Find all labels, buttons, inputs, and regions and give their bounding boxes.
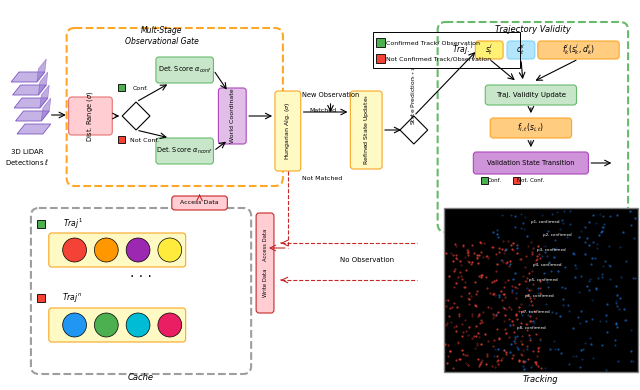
Polygon shape	[122, 102, 150, 130]
Bar	[376, 54, 385, 63]
Polygon shape	[11, 72, 45, 82]
Text: $s_t^i$: $s_t^i$	[485, 43, 493, 57]
Text: Confirmed Track/ Observation: Confirmed Track/ Observation	[386, 41, 480, 46]
Text: Access Data: Access Data	[262, 229, 268, 261]
Polygon shape	[38, 72, 48, 95]
Bar	[37, 220, 45, 228]
Text: Hungarian Alg. ($\sigma$): Hungarian Alg. ($\sigma$)	[284, 102, 292, 160]
Polygon shape	[40, 85, 49, 108]
Text: Det. Score $\alpha_{conf}$: Det. Score $\alpha_{conf}$	[158, 65, 212, 75]
Text: p1, confirmed: p1, confirmed	[531, 220, 559, 224]
FancyBboxPatch shape	[474, 152, 588, 174]
Bar	[118, 136, 125, 143]
Bar	[444, 208, 638, 372]
Circle shape	[158, 238, 182, 262]
Text: Mult-Stage
Observational Gate: Mult-Stage Observational Gate	[125, 26, 199, 46]
Text: No Observation: No Observation	[340, 257, 394, 263]
Text: Conf.: Conf.	[133, 85, 149, 90]
Bar	[118, 84, 125, 91]
Text: p7, confirmed: p7, confirmed	[521, 310, 550, 314]
Circle shape	[95, 238, 118, 262]
Polygon shape	[13, 85, 46, 95]
Text: p8, confirmed: p8, confirmed	[517, 326, 546, 330]
Text: Tracking: Tracking	[523, 374, 559, 383]
Text: Traj. Validity Update: Traj. Validity Update	[496, 92, 566, 98]
Text: 3D LiDAR
Detections $\ell$: 3D LiDAR Detections $\ell$	[4, 149, 49, 167]
Text: Not Confirmed Track/Observation: Not Confirmed Track/Observation	[386, 57, 491, 62]
Polygon shape	[14, 98, 48, 108]
Text: $Traj.^i$: $Traj.^i$	[452, 43, 474, 57]
Text: Det. Score $\alpha_{nconf}$: Det. Score $\alpha_{nconf}$	[156, 146, 213, 156]
FancyBboxPatch shape	[68, 97, 112, 135]
Text: $f_{i,t}(s_{i,t})$: $f_{i,t}(s_{i,t})$	[517, 122, 545, 134]
Text: World Coordinate: World Coordinate	[230, 89, 235, 143]
Text: $Traj^n$: $Traj^n$	[63, 291, 83, 305]
Text: Validation State Transition: Validation State Transition	[487, 160, 575, 166]
Polygon shape	[42, 98, 51, 121]
FancyBboxPatch shape	[256, 213, 274, 313]
Text: Cache: Cache	[128, 372, 154, 381]
Text: p3, confirmed: p3, confirmed	[537, 248, 566, 252]
Polygon shape	[37, 59, 46, 82]
Text: p5, confirmed: p5, confirmed	[529, 278, 557, 282]
Circle shape	[63, 313, 86, 337]
FancyBboxPatch shape	[49, 233, 186, 267]
Text: Not. Conf.: Not. Conf.	[517, 179, 545, 184]
Text: State Prediction$_{t+1}$: State Prediction$_{t+1}$	[410, 67, 419, 126]
Text: New Observation: New Observation	[302, 92, 359, 98]
FancyBboxPatch shape	[350, 91, 382, 169]
Polygon shape	[15, 111, 49, 121]
Text: Write Data: Write Data	[262, 269, 268, 297]
Circle shape	[158, 313, 182, 337]
FancyBboxPatch shape	[490, 118, 572, 138]
Text: p4, confirmed: p4, confirmed	[533, 263, 561, 267]
Text: Trajectory Validity: Trajectory Validity	[495, 25, 571, 34]
Text: Not Conf.: Not Conf.	[129, 138, 159, 142]
FancyBboxPatch shape	[507, 41, 535, 59]
Bar	[513, 177, 520, 184]
Circle shape	[126, 238, 150, 262]
Polygon shape	[17, 124, 51, 134]
Text: Not Matched: Not Matched	[303, 176, 342, 181]
Text: p6, confirmed: p6, confirmed	[525, 294, 554, 298]
FancyBboxPatch shape	[49, 308, 186, 342]
Text: Access Data: Access Data	[180, 200, 219, 206]
FancyBboxPatch shape	[156, 57, 214, 83]
Text: Matched: Matched	[309, 108, 336, 112]
Circle shape	[95, 313, 118, 337]
Text: Refined State Update$_t$: Refined State Update$_t$	[362, 94, 371, 165]
FancyBboxPatch shape	[476, 41, 503, 59]
Bar	[37, 294, 45, 302]
Text: Conf.: Conf.	[488, 179, 502, 184]
Bar	[481, 177, 488, 184]
Circle shape	[63, 238, 86, 262]
FancyBboxPatch shape	[275, 91, 301, 171]
Text: $Traj^1$: $Traj^1$	[63, 217, 83, 231]
Text: $f_k^i(s_k^i, d_k^i)$: $f_k^i(s_k^i, d_k^i)$	[562, 43, 595, 57]
Circle shape	[126, 313, 150, 337]
Text: · · ·: · · ·	[130, 270, 152, 284]
Bar	[373, 32, 520, 68]
Bar	[376, 38, 385, 47]
Polygon shape	[400, 116, 428, 144]
Text: Dist. Range ($\sigma$): Dist. Range ($\sigma$)	[86, 90, 95, 142]
Text: $d_t^i$: $d_t^i$	[516, 43, 525, 57]
FancyBboxPatch shape	[218, 88, 246, 144]
FancyBboxPatch shape	[156, 138, 214, 164]
FancyBboxPatch shape	[485, 85, 577, 105]
Text: p2, confirmed: p2, confirmed	[543, 233, 572, 237]
FancyBboxPatch shape	[538, 41, 619, 59]
FancyBboxPatch shape	[172, 196, 227, 210]
